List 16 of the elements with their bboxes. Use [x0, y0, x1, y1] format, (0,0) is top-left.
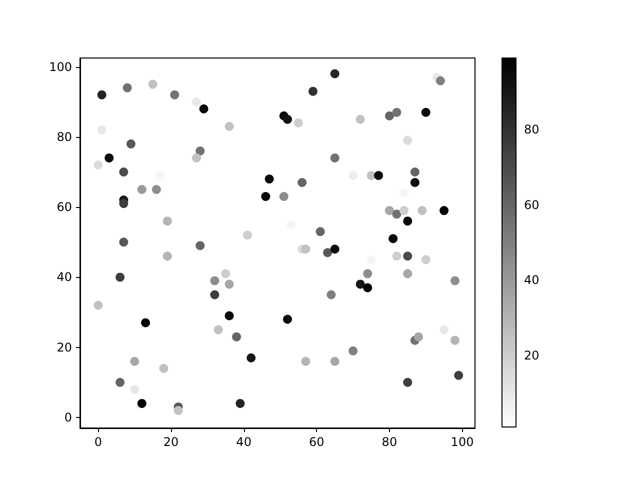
y-tick-label: 100 [49, 60, 72, 74]
x-tick-label: 20 [163, 435, 179, 449]
x-tick-label: 100 [450, 435, 474, 449]
color-bar-label: 80 [524, 122, 540, 137]
x-tick-label: 60 [308, 435, 324, 449]
y-tick-label: 40 [56, 270, 72, 284]
color-bar-label: 60 [524, 198, 540, 212]
y-tick-label: 80 [56, 130, 72, 144]
y-tick-label: 60 [56, 200, 72, 214]
y-tick-label: 20 [56, 340, 72, 354]
x-tick-label: 40 [236, 435, 252, 449]
color-bar-label: 40 [524, 273, 540, 288]
color-bar-label: 20 [524, 348, 540, 362]
y-tick-label: 0 [64, 410, 72, 424]
x-tick-label: 80 [382, 435, 398, 449]
x-tick-label: 0 [94, 435, 102, 449]
